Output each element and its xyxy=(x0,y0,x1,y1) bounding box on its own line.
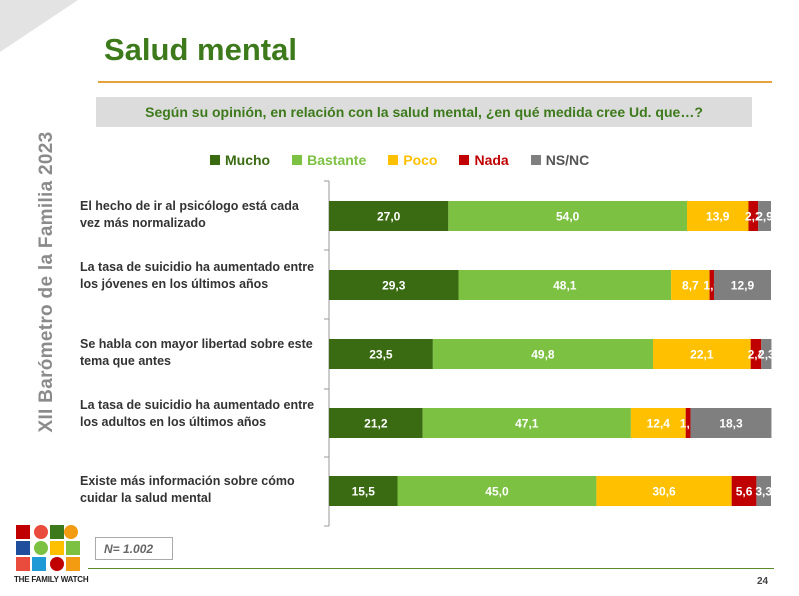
bar-segment-mucho-3 xyxy=(329,408,423,438)
legend-label: Bastante xyxy=(307,152,367,168)
data-label: 2,4 xyxy=(748,348,765,362)
data-label: 15,5 xyxy=(352,485,376,499)
bar-segment-nsnc-3 xyxy=(690,408,772,438)
footer-divider xyxy=(88,568,774,569)
data-label: 2,2 xyxy=(745,210,762,224)
data-label: 22,1 xyxy=(690,348,714,362)
logo-text: THE FAMILY WATCH xyxy=(14,575,89,584)
legend-item-3: Nada xyxy=(459,152,509,168)
bar-segment-bastante-4 xyxy=(397,476,597,506)
data-label: 23,5 xyxy=(369,348,393,362)
data-label: 48,1 xyxy=(553,279,577,293)
legend-label: NS/NC xyxy=(545,152,590,168)
question-banner: Según su opinión, en relación con la sal… xyxy=(96,97,752,127)
bar-segment-bastante-1 xyxy=(458,270,672,300)
data-label: 21,2 xyxy=(364,417,388,431)
data-label: 2,9 xyxy=(756,210,773,224)
data-label: 45,0 xyxy=(485,485,509,499)
category-label-4: Existe más información sobre cómo cuidar… xyxy=(80,474,295,505)
legend-item-1: Bastante xyxy=(292,152,366,168)
sample-size-note: N= 1.002 xyxy=(95,537,173,560)
data-label: 13,9 xyxy=(706,210,730,224)
legend-swatch xyxy=(388,155,399,165)
legend-label: Nada xyxy=(474,152,509,168)
data-label: 18,3 xyxy=(719,417,743,431)
data-label: 8,7 xyxy=(682,279,699,293)
bar-segment-bastante-2 xyxy=(432,339,653,369)
legend-swatch xyxy=(210,155,220,165)
bar-segment-mucho-0 xyxy=(329,201,449,231)
bar-segment-nsnc-1 xyxy=(713,270,771,300)
bar-segment-nsnc-0 xyxy=(758,201,771,231)
category-label-1: La tasa de suicidio ha aumentado entre l… xyxy=(80,259,315,291)
bar-segment-nada-0 xyxy=(748,201,759,231)
data-label: 12,9 xyxy=(731,279,755,293)
legend-label: Mucho xyxy=(225,152,271,168)
data-label: 5,6 xyxy=(736,485,753,499)
data-label: 27,0 xyxy=(377,210,401,224)
bar-segment-nada-2 xyxy=(750,339,762,369)
legend-item-2: Poco xyxy=(388,152,437,168)
bar-segment-bastante-3 xyxy=(422,408,631,438)
data-label: 29,3 xyxy=(382,279,406,293)
legend-swatch xyxy=(292,155,303,165)
bar-segment-nada-4 xyxy=(731,476,757,506)
data-label: 54,0 xyxy=(556,210,580,224)
category-label-0: El hecho de ir al psicólogo está cada ve… xyxy=(80,199,299,230)
bar-segment-nada-3 xyxy=(685,408,691,438)
bar-segment-poco-2 xyxy=(652,339,751,369)
legend-swatch xyxy=(459,155,470,165)
legend-item-4: NS/NC xyxy=(530,152,590,168)
data-label: 49,8 xyxy=(531,348,555,362)
bar-segment-bastante-0 xyxy=(448,201,688,231)
bar-segment-nsnc-4 xyxy=(756,476,771,506)
bar-segment-nsnc-2 xyxy=(761,339,772,369)
category-label-3: La tasa de suicidio ha aumentado entre l… xyxy=(80,397,315,429)
data-label: 30,6 xyxy=(652,485,676,499)
bar-segment-poco-3 xyxy=(630,408,686,438)
title-divider xyxy=(98,81,772,83)
legend-label: Poco xyxy=(403,152,438,168)
bar-segment-poco-0 xyxy=(687,201,749,231)
page-title: Salud mental xyxy=(104,32,297,67)
bar-segment-mucho-2 xyxy=(329,339,433,369)
bar-segment-mucho-4 xyxy=(329,476,398,506)
data-label: 47,1 xyxy=(515,417,539,431)
legend-swatch xyxy=(530,155,541,165)
category-label-2: Se habla con mayor libertad sobre este t… xyxy=(80,337,313,368)
bar-segment-poco-4 xyxy=(596,476,732,506)
corner-decoration xyxy=(0,0,78,52)
logo-icon xyxy=(16,525,80,571)
chart-legend: Mucho Bastante Poco Nada NS/NC xyxy=(210,151,611,169)
page-number: 24 xyxy=(757,576,769,587)
data-label: 12,4 xyxy=(647,417,671,431)
bar-segment-mucho-1 xyxy=(329,270,459,300)
data-label: 3,3 xyxy=(755,485,772,499)
legend-item-0: Mucho xyxy=(210,152,270,168)
bar-segment-nada-1 xyxy=(709,270,714,300)
family-watch-logo: THE FAMILY WATCH xyxy=(14,523,89,585)
bar-segment-poco-1 xyxy=(671,270,710,300)
data-label: 2,3 xyxy=(758,348,775,362)
